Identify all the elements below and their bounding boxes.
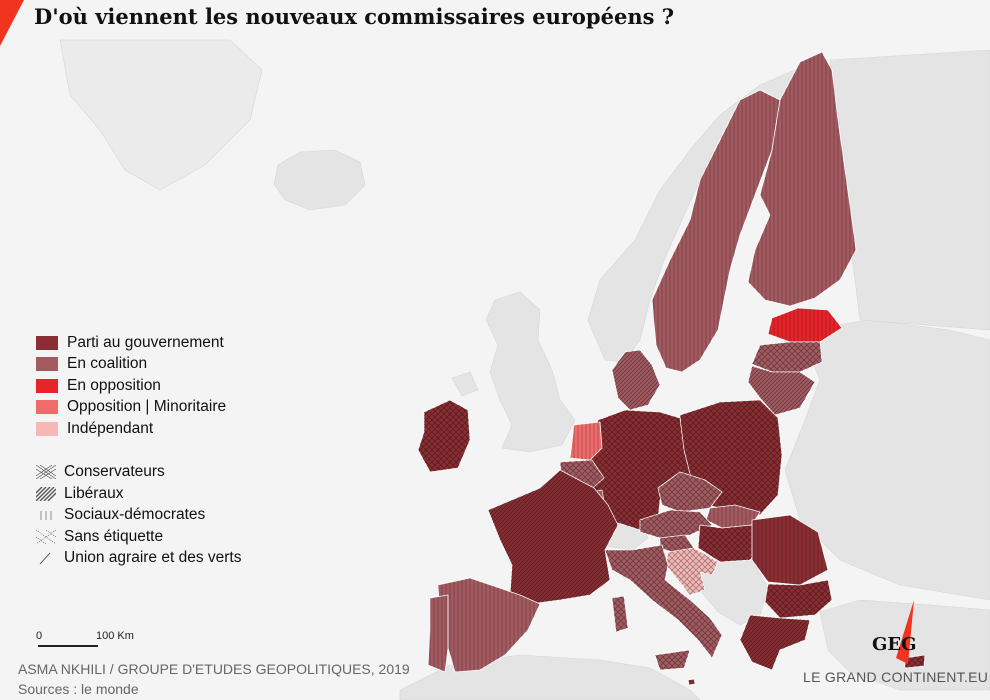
legend-status-item: En coalition [36, 354, 241, 376]
legend-swatch [36, 378, 58, 393]
legend-status-item: Opposition | Minoritaire [36, 397, 241, 419]
legend-party-item: Union agraire et des verts [36, 548, 241, 570]
credit-source: Sources : le monde [18, 681, 139, 697]
legend-swatch [36, 400, 58, 415]
land-iceland [273, 149, 366, 211]
land-east [784, 319, 990, 601]
legend-status-item: Parti au gouvernement [36, 332, 241, 354]
legend-pattern-swatch [36, 465, 56, 480]
land-russia-north [829, 49, 990, 331]
corner-accent [0, 0, 24, 46]
country-sweden-pattern [652, 90, 780, 372]
country-lithuania-pattern [748, 366, 815, 415]
legend-label: Sans étiquette [64, 527, 164, 545]
country-czech-republic-pattern [658, 472, 722, 512]
legend-party-item: Libéraux [36, 483, 241, 505]
legend-pattern-swatch [40, 511, 52, 521]
country-malta-pattern [688, 679, 695, 685]
legend-pattern-swatch [39, 552, 51, 565]
country-ireland-pattern [418, 400, 470, 472]
legend-swatch [36, 335, 58, 350]
legend-parties-group: Conservateurs Libéraux Sociaux-démocrates S… [36, 462, 241, 570]
legend-swatch [36, 421, 58, 436]
scale-start-label: 0 [36, 630, 43, 642]
legend-label: Conservateurs [64, 463, 165, 481]
country-italy-pattern [605, 545, 722, 658]
country-latvia-pattern [752, 342, 822, 372]
geg-logo-sail-icon [896, 600, 914, 664]
country-portugal-pattern [428, 595, 448, 672]
legend-label: En coalition [67, 355, 148, 373]
legend-party-item: Sans étiquette [36, 526, 241, 548]
country-finland-pattern [748, 52, 856, 306]
legend-status-item: Indépendant [36, 418, 241, 440]
country-germany-pattern [584, 410, 692, 530]
country-italy-sardinia-pattern [612, 596, 628, 632]
country-spain-pattern [438, 578, 540, 672]
legend-status-item: En opposition [36, 375, 241, 397]
legend-label: En opposition [67, 376, 161, 394]
scale-end-label: 100 Km [96, 630, 134, 642]
legend-label: Opposition | Minoritaire [67, 398, 227, 416]
legend-label: Union agraire et des verts [64, 549, 242, 567]
legend-swatch [36, 357, 58, 372]
site-name: LE GRAND CONTINENT.EU [803, 669, 989, 685]
legend-label: Sociaux-démocrates [64, 506, 206, 524]
country-slovenia-pattern [660, 535, 694, 552]
credit-author: ASMA NKHILI / GROUPE D'ETUDES GEOPOLITIQ… [18, 661, 410, 677]
legend-pattern-swatch [36, 529, 56, 544]
country-slovakia-pattern [706, 505, 760, 528]
scale-line [38, 645, 98, 647]
legend-pattern-swatch [36, 486, 56, 501]
country-croatia-pattern [666, 548, 718, 595]
logo-text: GEG [872, 634, 917, 655]
country-austria-pattern [640, 510, 712, 538]
map-title: D'où viennent les nouveaux commissaires … [34, 4, 675, 29]
land-uk [485, 291, 576, 453]
country-denmark-pattern [612, 350, 660, 410]
country-estonia-pattern [768, 308, 842, 342]
legend-label: Indépendant [67, 419, 154, 437]
legend-status-group: Parti au gouvernement En coalition En oppo… [36, 332, 241, 440]
scale-bar: 0 100 Km [36, 628, 134, 647]
country-bulgaria-pattern [765, 580, 832, 618]
legend-label: Libéraux [64, 484, 124, 502]
country-italy-sicily-pattern [655, 650, 690, 670]
legend: Parti au gouvernement En coalition En oppo… [36, 332, 241, 569]
country-greece-pattern [740, 615, 810, 670]
country-romania-pattern [752, 515, 828, 585]
credit-block: ASMA NKHILI / GROUPE D'ETUDES GEOPOLITIQ… [18, 659, 410, 699]
country-hungary-pattern [698, 525, 768, 562]
land-n-ireland [451, 371, 479, 397]
land-greenland [59, 39, 263, 191]
country-netherlands-pattern [570, 422, 602, 460]
country-cyprus-pattern [905, 655, 925, 668]
legend-label: Parti au gouvernement [67, 333, 224, 351]
legend-party-item: Conservateurs [36, 462, 241, 484]
country-france-pattern [488, 470, 618, 604]
legend-party-item: Sociaux-démocrates [36, 505, 241, 527]
